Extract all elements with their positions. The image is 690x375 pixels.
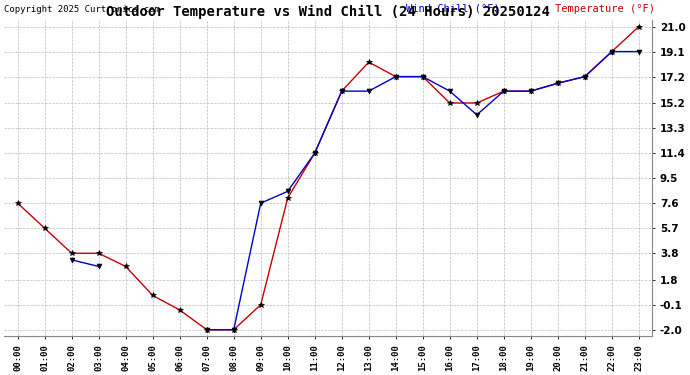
Text: Temperature (°F): Temperature (°F): [555, 4, 655, 13]
Text: Wind Chill (°F): Wind Chill (°F): [406, 4, 500, 13]
Text: Copyright 2025 Curtronics.com: Copyright 2025 Curtronics.com: [4, 4, 160, 13]
Title: Outdoor Temperature vs Wind Chill (24 Hours) 20250124: Outdoor Temperature vs Wind Chill (24 Ho…: [106, 4, 550, 19]
